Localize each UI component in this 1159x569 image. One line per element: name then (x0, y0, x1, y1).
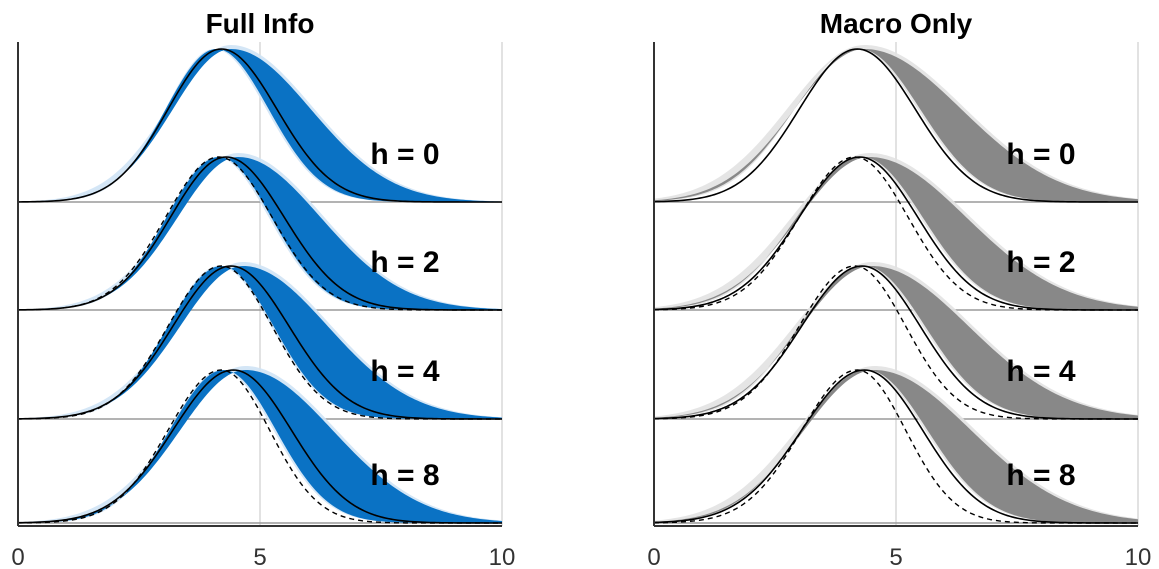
ridge-row-0: h = 0 (17, 45, 502, 203)
density-band (654, 157, 1138, 310)
x-tick-label: 5 (889, 544, 902, 569)
density-band (18, 370, 502, 523)
horizon-label: h = 8 (1006, 459, 1075, 492)
solid-curve (17, 156, 502, 311)
solid-curve (653, 369, 1138, 524)
ridge-row-3: h = 8 (653, 366, 1138, 524)
density-band (654, 49, 1138, 202)
horizon-label: h = 0 (370, 138, 439, 171)
ridge-row-1: h = 2 (17, 153, 502, 311)
x-tick-label: 10 (1125, 544, 1152, 569)
density-band (18, 49, 502, 202)
dashed-curve (653, 369, 1138, 524)
density-band (654, 266, 1138, 419)
horizon-label: h = 2 (370, 246, 439, 279)
density-band (654, 370, 1138, 523)
x-tick-label: 5 (253, 544, 266, 569)
ridge-row-3: h = 8 (17, 366, 502, 524)
ridge-row-2: h = 4 (17, 262, 502, 420)
horizon-label: h = 2 (1006, 246, 1075, 279)
horizon-label: h = 0 (1006, 138, 1075, 171)
panel-full-info: h = 0 h = 2 h = 4 h = 8 0 5 10 Full Info (11, 8, 515, 569)
x-tick-label: 10 (489, 544, 516, 569)
density-band (18, 157, 502, 310)
solid-curve (17, 48, 502, 203)
x-tick-label: 0 (11, 544, 24, 569)
solid-curve (653, 265, 1138, 420)
solid-curve (653, 48, 1138, 203)
horizon-label: h = 4 (370, 355, 440, 388)
dashed-curve (653, 265, 1138, 420)
solid-curve (17, 265, 502, 420)
panel-macro-only: h = 0 h = 2 h = 4 h = 8 0 5 10 Macro Only (647, 8, 1151, 569)
ridge-row-1: h = 2 (653, 153, 1138, 311)
horizon-label: h = 4 (1006, 355, 1076, 388)
ridge-row-2: h = 4 (653, 262, 1138, 420)
solid-curve (653, 156, 1138, 311)
panel-title: Macro Only (820, 8, 973, 39)
solid-curve (17, 369, 502, 524)
ridge-row-0: h = 0 (653, 45, 1138, 203)
horizon-label: h = 8 (370, 459, 439, 492)
panel-title: Full Info (206, 8, 315, 39)
x-tick-label: 0 (647, 544, 660, 569)
density-band (18, 266, 502, 419)
